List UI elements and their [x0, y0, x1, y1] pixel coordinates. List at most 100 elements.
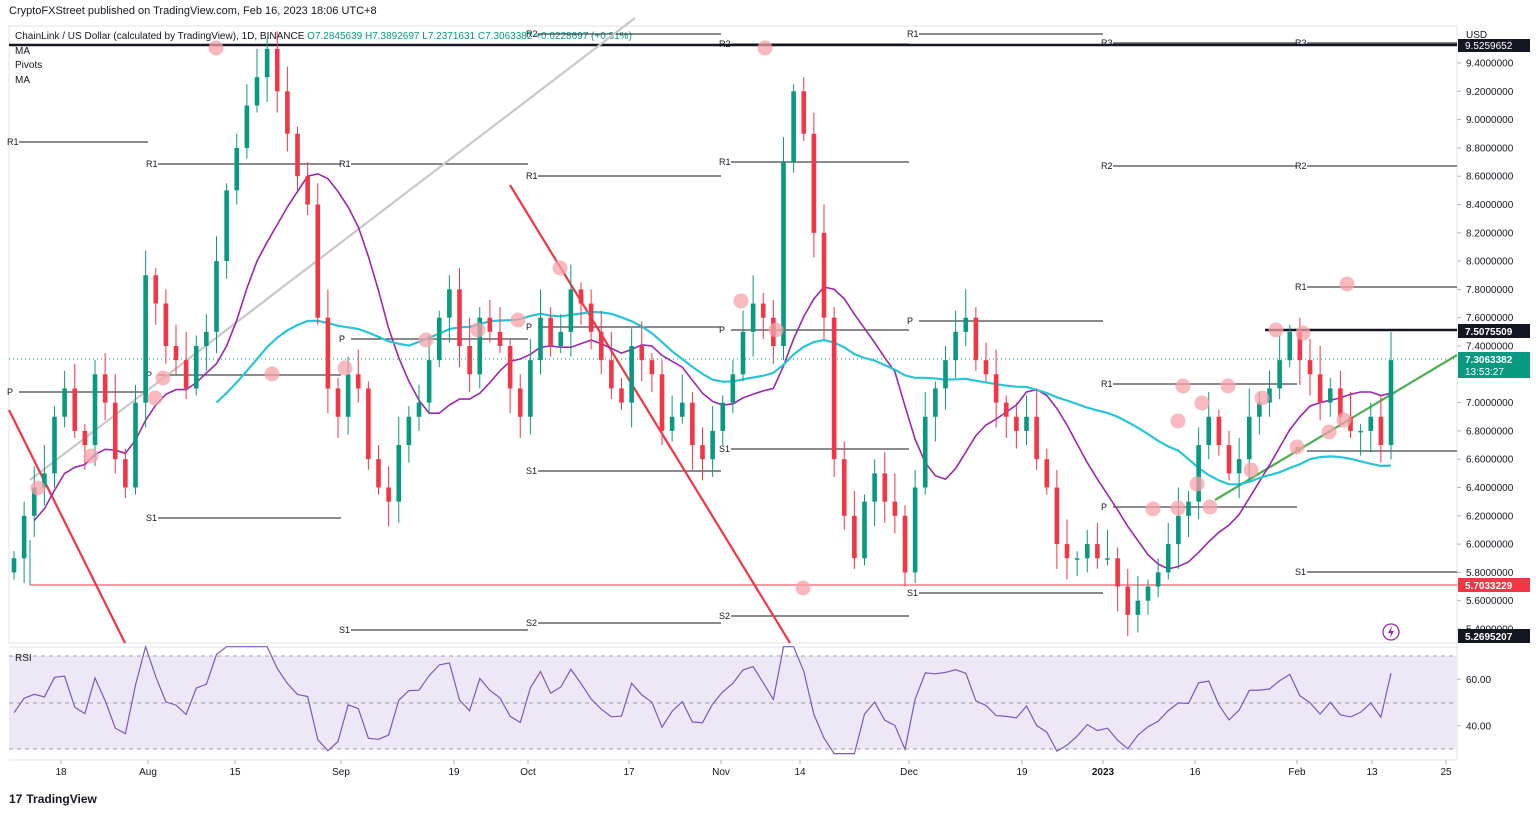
candle-body — [1165, 544, 1171, 573]
candle-body — [943, 360, 948, 389]
candle-body — [781, 162, 786, 346]
candle-body — [862, 501, 867, 559]
candle-body — [983, 360, 989, 375]
candle-body — [244, 105, 250, 148]
rsi-tick-label: 60.00 — [1466, 675, 1491, 686]
legend-ohlc: O7.2845639 H7.3892697 L7.2371631 C7.3063… — [307, 31, 632, 42]
candle-body — [285, 91, 290, 134]
candle-body — [1105, 558, 1110, 560]
candle-body — [92, 374, 98, 446]
pivot-label: R1 — [7, 137, 19, 147]
candle-body — [690, 402, 695, 446]
candle-body — [1378, 416, 1384, 446]
highlight-circle — [1339, 276, 1355, 292]
candle-body — [963, 317, 969, 332]
candle-body — [1145, 586, 1151, 601]
candle-body — [1246, 416, 1252, 460]
highlight-circle — [1189, 476, 1205, 492]
candle-body — [1095, 544, 1100, 559]
candle-body — [143, 275, 148, 403]
highlight-circle — [264, 366, 280, 382]
pivot-label: R1 — [339, 159, 351, 169]
candle-body — [173, 346, 179, 361]
pivot-label: R2 — [1101, 161, 1113, 171]
candle-body — [700, 445, 705, 460]
time-axis[interactable]: 18 Aug 15 Sep 19 Oct 17 Nov 14 Dec 19 2023 16 Feb 13 25 — [55, 760, 1452, 778]
candle-body — [1206, 416, 1212, 446]
pivot-label: R1 — [1295, 282, 1307, 292]
candle-body — [112, 402, 118, 460]
legend-indicator-ma-long[interactable]: MA — [15, 45, 30, 57]
tradingview-branding[interactable]: 17 TradingView — [9, 792, 97, 806]
highlight-circle — [768, 322, 784, 338]
candle-body — [123, 459, 128, 488]
price-tick-label: 9.4000000 — [1466, 59, 1514, 70]
highlight-circle — [552, 260, 568, 276]
candle-body — [31, 487, 37, 516]
price-tick-label: 6.2000000 — [1466, 511, 1514, 522]
candle-body — [1176, 515, 1181, 545]
pivot-label: S1 — [146, 513, 157, 523]
time-tick-label: Sep — [332, 767, 350, 778]
publisher-note: CryptoFXStreet published on TradingView.… — [9, 5, 377, 17]
highlight-circle — [1289, 439, 1305, 455]
top-level-tag — [1458, 39, 1530, 52]
current-price-tag-text: 7.3063382 — [1465, 355, 1513, 366]
price-tick-label: 5.6000000 — [1466, 596, 1514, 607]
pivot-label: P — [907, 316, 913, 326]
candle-body — [1044, 459, 1050, 488]
price-tick-label: 5.8000000 — [1466, 568, 1514, 579]
candle-body — [538, 317, 543, 361]
candle-body — [62, 388, 67, 417]
pivot-label: P — [719, 325, 725, 335]
tradingview-logo-icon: 17 — [9, 792, 23, 806]
candle-body — [1226, 445, 1232, 474]
price-axis[interactable]: 9.4000000 9.2000000 9.0000000 8.8000000 8.60… — [1457, 59, 1514, 636]
candle-body — [528, 360, 533, 417]
candle-body — [548, 317, 553, 346]
pivot-label: S2 — [526, 618, 537, 628]
candle-body — [1348, 416, 1353, 431]
candle-body — [760, 303, 766, 318]
candle-body — [376, 459, 381, 488]
red-downtrend-line-1 — [8, 409, 126, 644]
candle-body — [1388, 360, 1394, 446]
price-tick-label: 8.8000000 — [1466, 143, 1514, 154]
highlight-circle — [30, 480, 46, 496]
highlight-circle — [1321, 424, 1337, 440]
legend-indicator-pivots[interactable]: Pivots — [15, 60, 43, 71]
support-tag-text: 5.7033229 — [1465, 581, 1513, 592]
highlight-circle — [1194, 395, 1210, 411]
candle-body — [953, 331, 958, 361]
price-tick-label: 9.2000000 — [1466, 87, 1514, 98]
highlight-circle — [83, 448, 99, 464]
candle-body — [882, 473, 888, 502]
current-price-tag — [1458, 352, 1530, 378]
highlight-circle — [1175, 378, 1191, 394]
pivot-label: S1 — [1295, 567, 1306, 577]
candle-body — [426, 360, 432, 403]
candle-body — [1003, 402, 1009, 417]
pivot-label: P — [1101, 502, 1107, 512]
pivot-label: R3 — [1101, 38, 1113, 48]
time-tick-label: 19 — [448, 767, 460, 778]
pivot-label: P — [146, 370, 152, 380]
candle-body — [72, 388, 78, 431]
candle-body — [619, 388, 624, 403]
highlight-circle — [470, 322, 486, 338]
candle-body — [467, 346, 472, 375]
time-tick-label: Nov — [712, 767, 730, 778]
candle-body — [183, 360, 189, 389]
candle-body — [102, 374, 108, 403]
candle-body — [720, 402, 726, 431]
pivot-label: P — [339, 334, 345, 344]
legend-symbol-row[interactable]: ChainLink / US Dollar (calculated by Tra… — [15, 30, 632, 45]
pivot-label: S1 — [907, 588, 918, 598]
candle-body — [396, 445, 402, 502]
candle-body — [1196, 445, 1201, 502]
alert-lightning-icon[interactable] — [1382, 623, 1400, 641]
ma-long-line — [215, 310, 1392, 486]
legend-indicator-ma-short[interactable]: MA — [15, 74, 30, 86]
candle-body — [1135, 600, 1141, 615]
